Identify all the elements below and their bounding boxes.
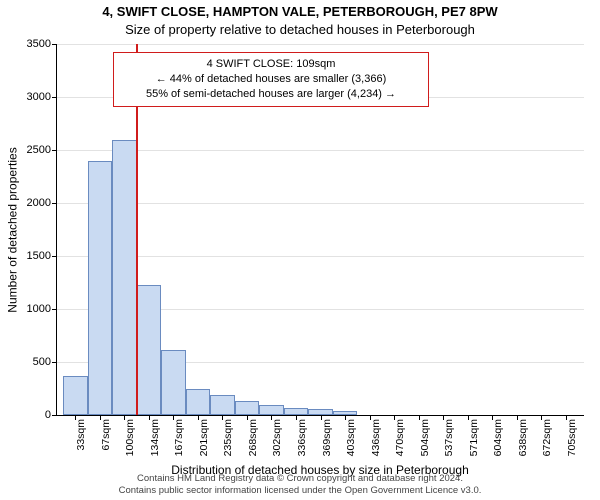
xtick-label: 67sqm (100, 419, 112, 451)
xtick-label: 638sqm (517, 419, 529, 456)
xtick-label: 268sqm (247, 419, 259, 456)
xtick-label: 302sqm (271, 419, 283, 456)
xtick-label: 336sqm (296, 419, 308, 456)
y-axis-label: Number of detached properties (6, 44, 20, 416)
histogram-bar (186, 389, 211, 416)
title-subtitle: Size of property relative to detached ho… (0, 22, 600, 37)
ytick-mark (52, 203, 57, 204)
footer-attribution: Contains HM Land Registry data © Crown c… (0, 473, 600, 497)
histogram-bar (88, 161, 113, 415)
ytick-mark (52, 150, 57, 151)
ytick-label: 3500 (27, 38, 51, 50)
histogram-bar (259, 405, 284, 415)
ytick-mark (52, 97, 57, 98)
xtick-label: 201sqm (198, 419, 210, 456)
ytick-mark (52, 256, 57, 257)
info-line: 55% of semi-detached houses are larger (… (122, 87, 420, 102)
xtick-label: 672sqm (541, 419, 553, 456)
ytick-label: 1500 (27, 250, 51, 262)
xtick-label: 504sqm (419, 419, 431, 456)
ytick-mark (52, 415, 57, 416)
histogram-bar (210, 395, 235, 415)
xtick-label: 235sqm (222, 419, 234, 456)
xtick-label: 470sqm (394, 419, 406, 456)
xtick-label: 167sqm (173, 419, 185, 456)
histogram-bar (63, 376, 88, 415)
histogram-bar (137, 285, 162, 415)
histogram-bar (235, 401, 260, 415)
ytick-mark (52, 362, 57, 363)
ytick-label: 2000 (27, 197, 51, 209)
ytick-label: 2500 (27, 144, 51, 156)
xtick-label: 705sqm (566, 419, 578, 456)
xtick-label: 403sqm (345, 419, 357, 456)
ytick-label: 0 (45, 409, 51, 421)
xtick-label: 436sqm (370, 419, 382, 456)
histogram-bar (284, 408, 309, 415)
ytick-label: 3000 (27, 91, 51, 103)
info-line: ← 44% of detached houses are smaller (3,… (122, 72, 420, 87)
histogram-bar (112, 140, 137, 415)
xtick-label: 604sqm (492, 419, 504, 456)
footer-line1: Contains HM Land Registry data © Crown c… (0, 473, 600, 485)
xtick-label: 134sqm (149, 419, 161, 456)
info-box: 4 SWIFT CLOSE: 109sqm← 44% of detached h… (113, 52, 429, 107)
ytick-mark (52, 309, 57, 310)
xtick-label: 33sqm (75, 419, 87, 451)
xtick-label: 369sqm (321, 419, 333, 456)
ytick-label: 500 (33, 356, 51, 368)
xtick-label: 537sqm (443, 419, 455, 456)
xtick-label: 571sqm (468, 419, 480, 456)
xtick-label: 100sqm (124, 419, 136, 456)
histogram-bar (161, 350, 186, 415)
ytick-label: 1000 (27, 303, 51, 315)
title-address: 4, SWIFT CLOSE, HAMPTON VALE, PETERBOROU… (0, 4, 600, 19)
chart-plot-area: 050010001500200025003000350033sqm67sqm10… (56, 44, 584, 416)
footer-line2: Contains public sector information licen… (0, 485, 600, 497)
ytick-mark (52, 44, 57, 45)
info-line: 4 SWIFT CLOSE: 109sqm (122, 57, 420, 72)
